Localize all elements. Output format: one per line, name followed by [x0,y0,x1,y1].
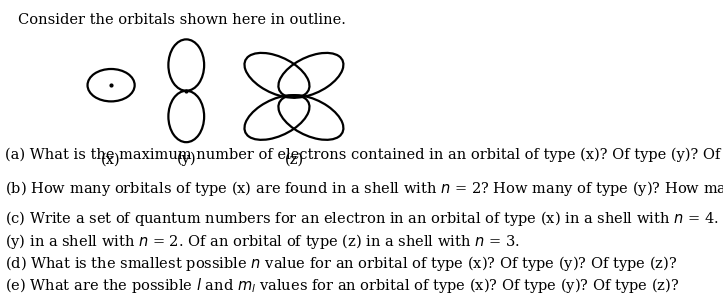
Text: (c) Write a set of quantum numbers for an electron in an orbital of type (x) in : (c) Write a set of quantum numbers for a… [6,209,723,228]
Text: Consider the orbitals shown here in outline.: Consider the orbitals shown here in outl… [17,12,346,26]
Text: (e) What are the possible $l$ and $m_l$ values for an orbital of type (x)? Of ty: (e) What are the possible $l$ and $m_l$ … [6,276,680,295]
Text: (a) What is the maximum number of electrons contained in an orbital of type (x)?: (a) What is the maximum number of electr… [6,148,723,162]
Text: (y) in a shell with $n$ = 2. Of an orbital of type (z) in a shell with $n$ = 3.: (y) in a shell with $n$ = 2. Of an orbit… [6,232,521,251]
Text: (z): (z) [284,152,304,166]
Text: (x): (x) [101,152,121,166]
Text: (b) How many orbitals of type (x) are found in a shell with $n$ = 2? How many of: (b) How many orbitals of type (x) are fo… [6,179,723,198]
Text: (y): (y) [176,152,196,166]
Text: (d) What is the smallest possible $n$ value for an orbital of type (x)? Of type : (d) What is the smallest possible $n$ va… [6,254,678,273]
